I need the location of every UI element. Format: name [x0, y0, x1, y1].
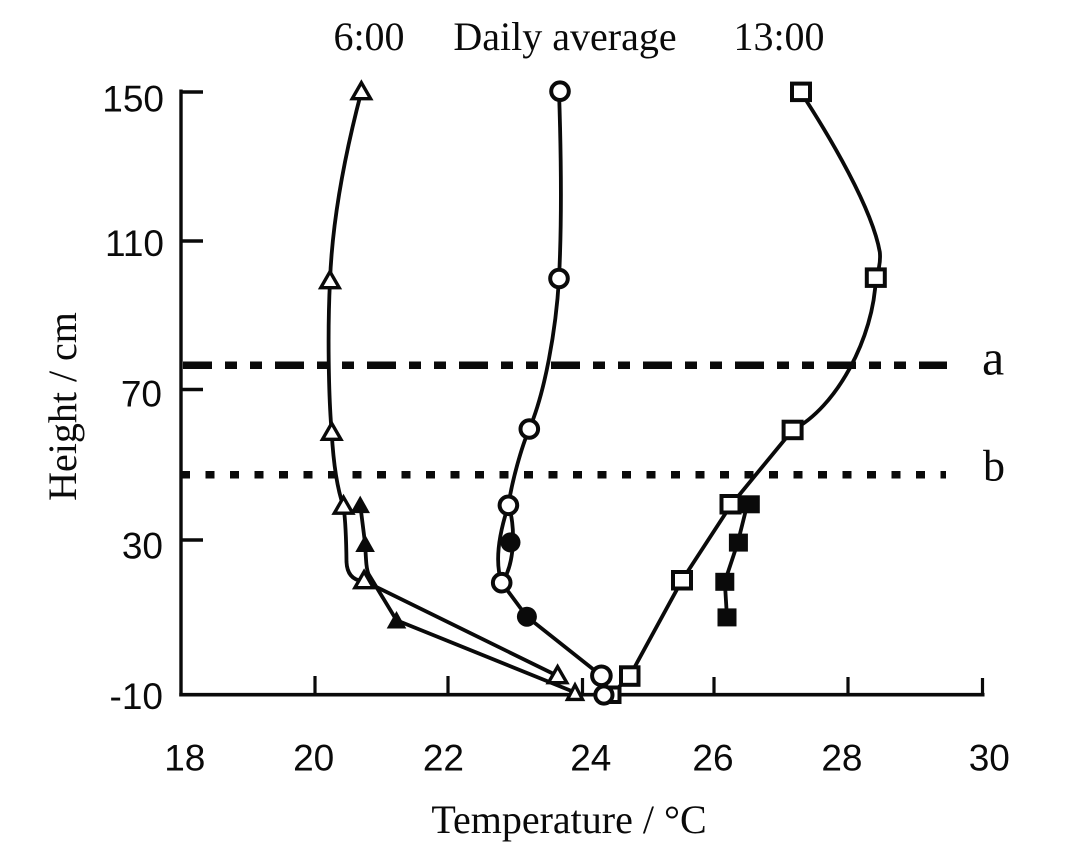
svg-text:18: 18 [164, 738, 205, 779]
svg-text:b: b [983, 442, 1005, 491]
svg-text:30: 30 [122, 526, 163, 567]
svg-text:24: 24 [570, 738, 611, 779]
svg-text:Daily average: Daily average [453, 14, 676, 59]
svg-text:150: 150 [102, 78, 164, 119]
svg-text:20: 20 [293, 738, 334, 779]
svg-text:26: 26 [692, 738, 733, 779]
svg-text:-10: -10 [110, 676, 163, 717]
svg-text:Temperature / °C: Temperature / °C [431, 797, 706, 842]
svg-text:Height / cm: Height / cm [40, 312, 85, 501]
svg-text:70: 70 [121, 374, 162, 415]
svg-text:6:00: 6:00 [333, 14, 404, 59]
svg-text:a: a [982, 330, 1004, 386]
svg-text:28: 28 [821, 738, 862, 779]
svg-text:13:00: 13:00 [733, 14, 824, 59]
svg-text:110: 110 [105, 223, 164, 264]
svg-text:22: 22 [423, 738, 464, 779]
svg-text:30: 30 [969, 738, 1010, 779]
